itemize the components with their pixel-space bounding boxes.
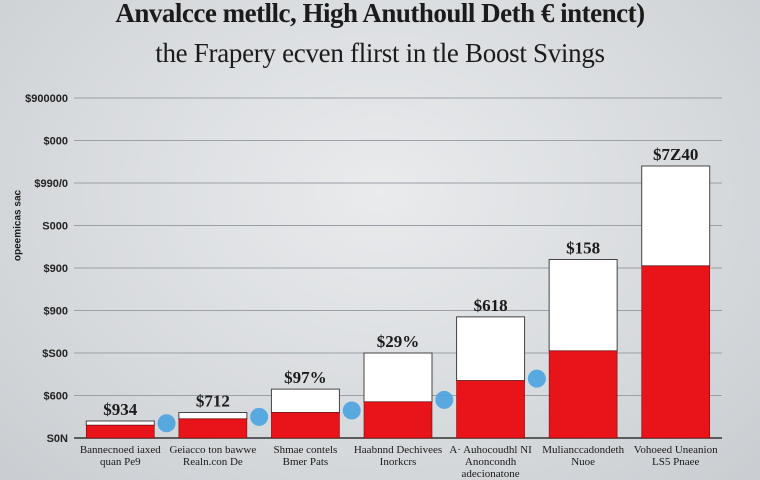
x-category-label: Shmae contels Bmer Pats <box>273 444 338 468</box>
y-tick-label: $900000 <box>25 93 68 105</box>
bubble-marker <box>250 407 269 426</box>
bar-segment-red <box>456 380 525 439</box>
bar-data-label: $29% <box>377 332 420 351</box>
bar-data-label: $934 <box>103 400 138 419</box>
bar-segment-white <box>178 412 248 420</box>
x-category-label: Mulianccadondeth Nuoe <box>542 444 625 468</box>
bar-data-label: $7Z40 <box>653 145 698 164</box>
y-tick-label: S0N <box>47 433 68 445</box>
bar-segment-white <box>548 259 618 352</box>
bar-segment-red <box>641 265 711 439</box>
y-tick-label: $600 <box>44 391 68 403</box>
chart-subtitle: the Frapery ecven flirst in tle Boost Sv… <box>155 38 605 68</box>
y-tick-label: $000 <box>44 136 68 148</box>
bubble-marker <box>435 390 454 409</box>
bar-segment-white <box>363 352 433 403</box>
bar-segment-white <box>85 420 155 426</box>
bubble-marker <box>342 401 361 420</box>
x-category-label: Vohoeed Uneanion LS5 Pnaee <box>633 444 718 468</box>
bar-segment-red <box>548 350 618 439</box>
bubble-marker <box>527 369 546 388</box>
bar-segment-red <box>85 424 155 439</box>
x-category-label: A· Auhocoudhl NI Anoncondh adecionatone <box>449 444 532 480</box>
y-tick-label: S000 <box>42 221 68 233</box>
bar-data-label: $158 <box>566 239 600 258</box>
bar-data-label: $618 <box>474 296 508 315</box>
x-category-label: Haabnnd Dechivees Inorkcrs <box>353 444 443 468</box>
bar-data-label: $97% <box>284 368 327 387</box>
bar-segment-white <box>456 316 526 382</box>
y-tick-label: $900 <box>44 263 68 275</box>
bar-segment-red <box>271 412 340 439</box>
y-tick-label: $900 <box>44 306 68 318</box>
x-category-label: Geiacco ton bawwe Realn.con De <box>169 444 257 468</box>
bar-segment-white <box>270 388 340 413</box>
y-tick-label: $990/0 <box>34 178 68 190</box>
bar-segment-red <box>178 418 248 439</box>
y-tick-label: $S00 <box>42 348 68 360</box>
x-category-label: Bannecnoed iaxed quan Pe9 <box>79 444 161 468</box>
bar-segment-white <box>641 165 711 267</box>
bar-data-label: $712 <box>196 392 230 411</box>
bar-segment-red <box>363 401 433 439</box>
chart-title: Anvalcce metllc, High Anuthoull Deth € i… <box>115 0 645 28</box>
bubble-marker <box>157 414 176 433</box>
